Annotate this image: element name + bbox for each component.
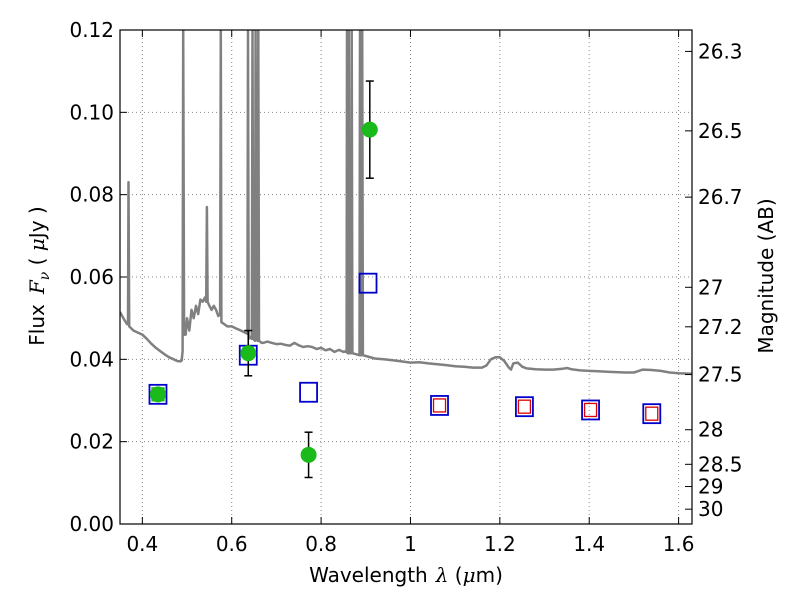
observed-flux-point <box>300 446 317 463</box>
y2-tick-label: 26.3 <box>698 39 743 63</box>
x-axis-label: Wavelength λ (μm) <box>309 563 503 587</box>
y-axis-label: FluxFν ( μJy ) <box>25 206 53 345</box>
y-tick-label: 0.08 <box>69 183 114 207</box>
model-photometry-square <box>148 383 168 405</box>
y-tick-label: 0.04 <box>69 347 114 371</box>
model-photometry-square <box>642 403 662 425</box>
y2-tick-label: 28.5 <box>698 452 743 476</box>
observed-flux-point <box>240 345 257 362</box>
x-tick-label: 1 <box>404 532 417 556</box>
observed-flux-point <box>149 386 166 403</box>
model-photometry-square <box>515 396 534 418</box>
y2-tick-label: 27 <box>698 275 723 299</box>
x-tick-label: 0.6 <box>216 532 248 556</box>
y2-tick-label: 26.5 <box>698 119 743 143</box>
x-tick-label: 0.4 <box>126 532 158 556</box>
x-tick-label: 0.8 <box>305 532 337 556</box>
y2-tick-label: 28 <box>698 418 723 442</box>
model-photometry-square <box>581 399 600 421</box>
x-tick-label: 1.2 <box>484 532 516 556</box>
y2-tick-label: 27.5 <box>698 363 743 387</box>
y-tick-label: 0.10 <box>69 100 114 124</box>
x-tick-label: 1.4 <box>573 532 605 556</box>
y2-tick-label: 26.7 <box>698 185 743 209</box>
model-photometry-square <box>299 381 318 403</box>
y-tick-label: 0.02 <box>69 430 114 454</box>
observed-flux-point <box>361 121 378 138</box>
y2-tick-label: 29 <box>698 475 723 499</box>
axis-ticks: 0.4 0.6 0.8 1 1.2 1.4 1.6 0.00 0.02 0.04 0.06 0.08 0… <box>69 18 742 556</box>
y-tick-label: 0.00 <box>69 512 114 536</box>
model-photometry-square <box>430 395 449 416</box>
model-spectrum-line <box>120 30 692 375</box>
model-photometry-inner-square <box>432 398 447 413</box>
model-photometry-inner-square <box>583 402 598 418</box>
model-photometry-inner-square <box>517 399 532 414</box>
model-photometry-inner-square <box>645 406 659 421</box>
model-photometry-square <box>358 272 378 294</box>
y2-tick-label: 30 <box>698 497 723 521</box>
y-tick-label: 0.12 <box>69 18 114 42</box>
y-tick-label: 0.06 <box>69 265 114 289</box>
x-tick-label: 1.6 <box>663 532 695 556</box>
plot-area <box>120 30 692 479</box>
y2-axis-label: Magnitude (AB) <box>754 198 778 353</box>
y2-tick-label: 27.2 <box>698 315 743 339</box>
